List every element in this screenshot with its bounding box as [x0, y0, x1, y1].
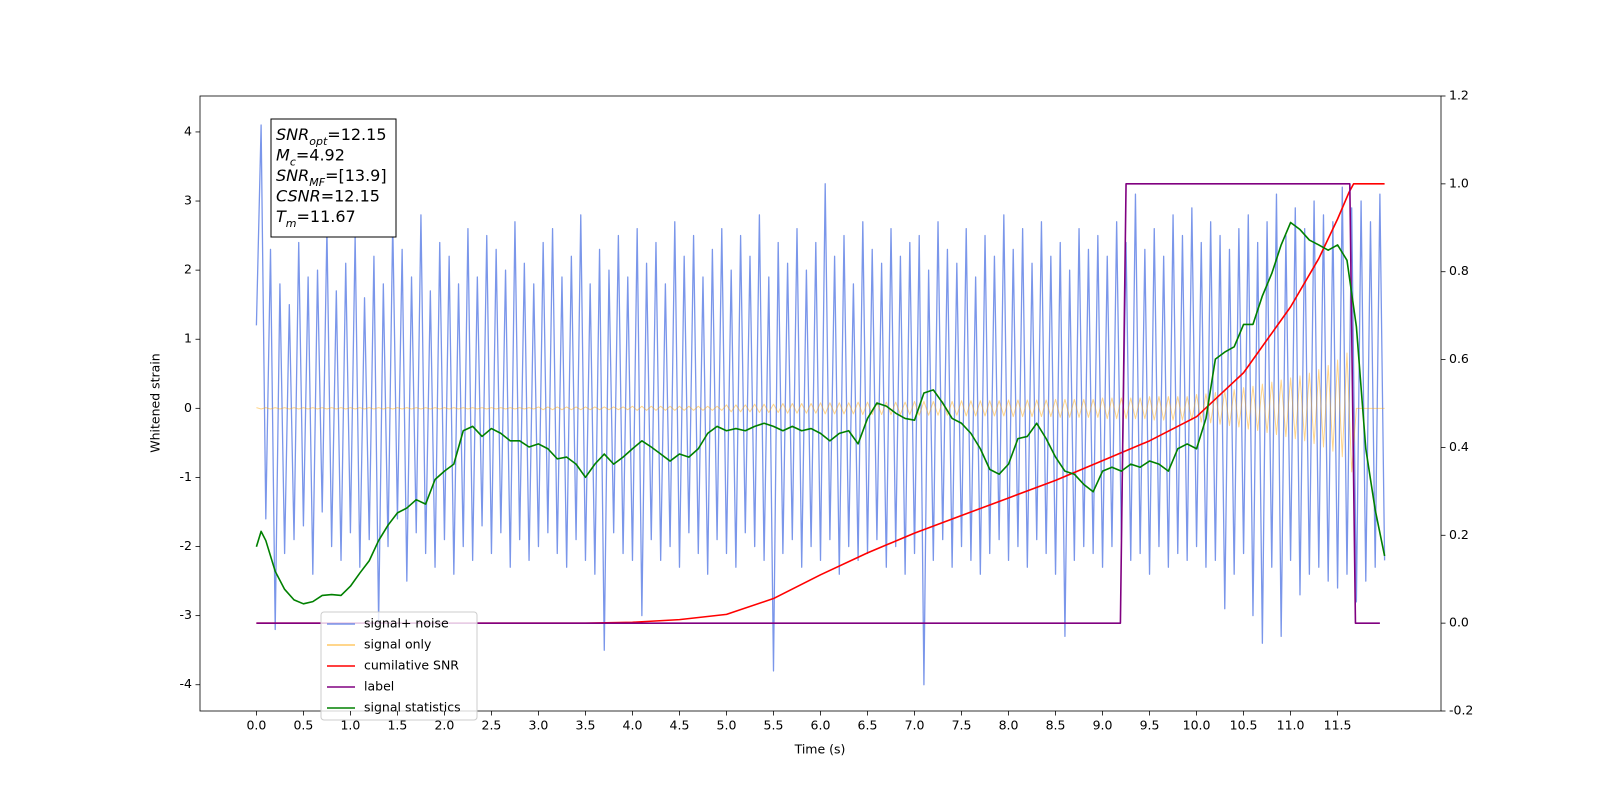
- y-tick-label: -4: [180, 676, 193, 691]
- y-tick-label: -2: [180, 538, 192, 553]
- legend: [320, 611, 478, 721]
- annotation-value: =4.92: [296, 145, 345, 164]
- x-tick-label: 0.5: [293, 718, 313, 733]
- series-line: [255, 221, 1386, 605]
- annotation-symbol: M: [276, 145, 290, 164]
- x-tick-label: 2.5: [482, 718, 502, 733]
- annotation-value: =[13.9]: [325, 166, 387, 185]
- x-tick-label: 4.5: [670, 718, 690, 733]
- y-axis-label: Whitened strain: [148, 353, 163, 452]
- annotation-symbol: T: [276, 207, 287, 226]
- legend-label: signal statistics: [364, 700, 461, 715]
- x-tick-label: 6.0: [811, 718, 831, 733]
- y-tick-label: -3: [180, 607, 192, 622]
- annotation-subscript: m: [286, 217, 297, 230]
- annotation-line: Tm=11.67: [276, 207, 356, 230]
- y-tick-label: 4: [184, 123, 192, 138]
- annotation-subscript: MF: [309, 176, 325, 189]
- series-line: [256, 183, 1380, 624]
- y-tick-label: -1: [180, 469, 192, 484]
- y2-tick-label: 0.4: [1449, 439, 1469, 454]
- series-line: [256, 183, 1385, 624]
- y2-tick-label: 1.0: [1449, 175, 1469, 190]
- x-tick-label: 7.5: [952, 718, 972, 733]
- plot-area: [255, 124, 1386, 686]
- x-tick-label: 8.5: [1046, 718, 1066, 733]
- annotation-symbol: CSNR: [276, 186, 321, 205]
- y-tick-label: 3: [184, 193, 192, 208]
- annotation-value: =11.67: [297, 207, 356, 226]
- legend-label: label: [364, 679, 394, 694]
- y-tick-label: 1: [184, 331, 192, 346]
- x-tick-label: 11.5: [1324, 718, 1352, 733]
- annotation-line: CSNR=12.15: [276, 186, 380, 205]
- y2-tick-label: 0.2: [1449, 527, 1469, 542]
- y2-tick-label: 0.8: [1449, 263, 1469, 278]
- annotation-symbol: SNR: [276, 125, 309, 144]
- x-tick-label: 5.5: [764, 718, 784, 733]
- legend-label: cumilative SNR: [364, 658, 459, 673]
- x-tick-label: 0.0: [246, 718, 266, 733]
- annotation-subscript: c: [290, 155, 296, 168]
- annotation-value: =12.15: [321, 186, 380, 205]
- x-tick-label: 3.5: [576, 718, 596, 733]
- y-tick-label: 2: [184, 262, 192, 277]
- annotation-symbol: SNR: [276, 166, 309, 185]
- x-tick-label: 2.0: [434, 718, 454, 733]
- y2-tick-label: -0.2: [1449, 703, 1473, 718]
- x-tick-label: 1.0: [340, 718, 360, 733]
- annotation: SNRopt=12.15Mc=4.92SNRMF=[13.9]CSNR=12.1…: [276, 125, 387, 230]
- annotation-subscript: opt: [309, 135, 328, 148]
- annotation-line: SNRMF=[13.9]: [276, 166, 387, 189]
- legend-label: signal+ noise: [364, 616, 449, 631]
- annotation-line: Mc=4.92: [276, 145, 345, 168]
- x-tick-label: 5.0: [717, 718, 737, 733]
- x-tick-label: 3.0: [529, 718, 549, 733]
- x-tick-label: 6.5: [858, 718, 878, 733]
- x-tick-label: 1.5: [387, 718, 407, 733]
- x-tick-label: 4.0: [623, 718, 643, 733]
- annotation-line: SNRopt=12.15: [276, 125, 387, 148]
- x-tick-label: 10.0: [1183, 718, 1211, 733]
- y2-tick-label: 0.0: [1449, 615, 1469, 630]
- x-tick-label: 11.0: [1277, 718, 1305, 733]
- y2-tick-label: 1.2: [1449, 88, 1469, 103]
- x-tick-label: 9.5: [1140, 718, 1160, 733]
- legend-label: signal only: [364, 637, 432, 652]
- series-line: [256, 352, 1385, 473]
- series-line: [255, 124, 1386, 686]
- y-tick-label: 0: [184, 400, 192, 415]
- legend-entries: signal+ noise signal only cumilative SNR la…: [327, 616, 461, 715]
- x-tick-label: 10.5: [1230, 718, 1258, 733]
- annotation-box: [270, 118, 397, 238]
- x-tick-label: 7.0: [905, 718, 925, 733]
- x-tick-label: 8.0: [999, 718, 1019, 733]
- annotation-value: =12.15: [327, 125, 386, 144]
- x-tick-label: 9.0: [1093, 718, 1113, 733]
- x-axis-label: Time (s): [794, 742, 846, 757]
- y2-tick-label: 0.6: [1449, 351, 1469, 366]
